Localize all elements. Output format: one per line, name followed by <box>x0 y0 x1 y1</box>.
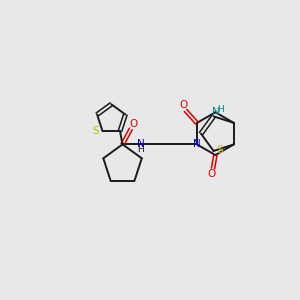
Text: O: O <box>179 100 187 110</box>
Text: H: H <box>218 105 224 114</box>
Text: N: N <box>136 139 144 149</box>
Text: N: N <box>193 140 201 149</box>
Text: S: S <box>93 126 99 136</box>
Text: N: N <box>212 107 220 117</box>
Text: S: S <box>217 146 224 155</box>
Text: H: H <box>137 145 144 154</box>
Text: O: O <box>207 169 216 179</box>
Text: O: O <box>129 118 137 128</box>
